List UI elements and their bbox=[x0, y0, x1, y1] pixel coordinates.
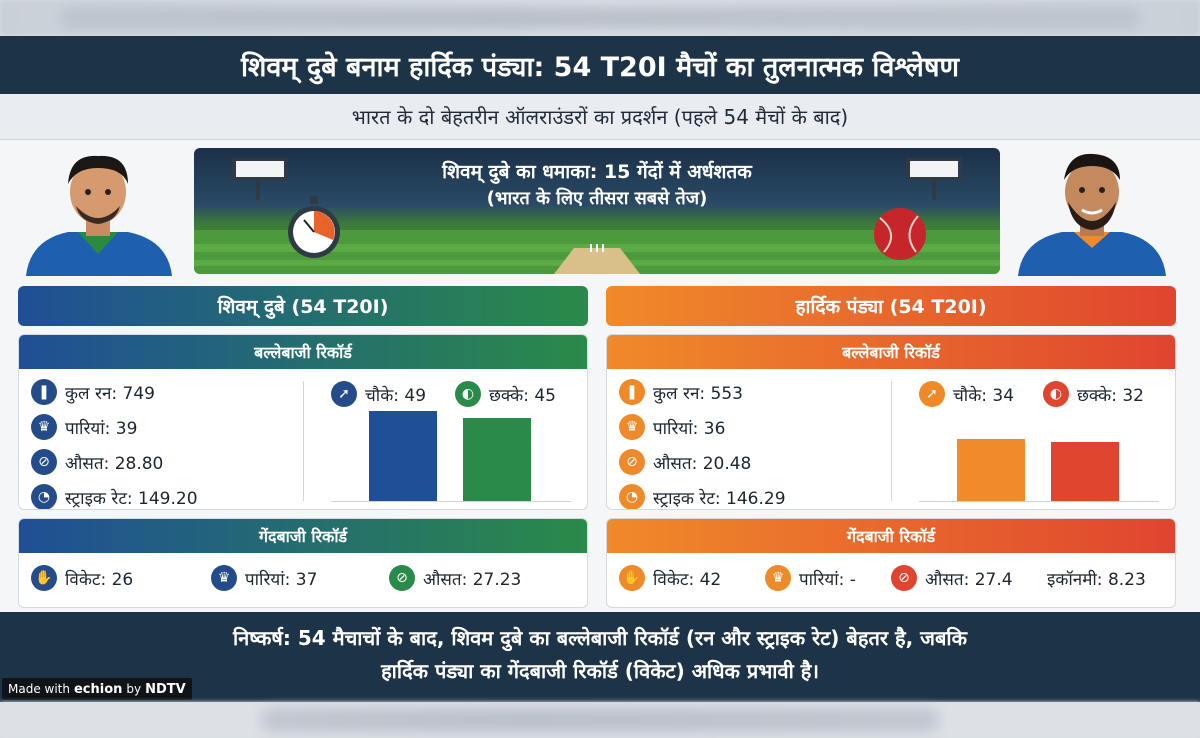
blurred-footer-strip bbox=[0, 702, 1200, 738]
dube-sixes-legend: ◐ छक्के: 45 bbox=[455, 379, 556, 409]
dube-strike-rate: ◔ स्ट्राइक रेट: 149.20 bbox=[31, 482, 198, 509]
pandya-strike-rate: ◔ स्ट्राइक रेट: 146.29 bbox=[619, 482, 786, 509]
dube-sixes-bar bbox=[463, 418, 531, 501]
conclusion: निष्कर्ष: 54 मैचाचों के बाद, शिवम दुबे क… bbox=[0, 612, 1200, 702]
page-subtitle: भारत के दो बेहतरीन ऑलराउंडरों का प्रदर्श… bbox=[0, 94, 1200, 140]
dube-average: ⊘ औसत: 28.80 bbox=[31, 447, 163, 477]
blurred-header-strip bbox=[0, 0, 1200, 36]
floodlight-left-icon bbox=[232, 158, 288, 200]
dube-bowling-record: गेंदबाजी रिकॉर्ड ✋ विकेट: 26 ♛ पारियां: … bbox=[18, 518, 588, 608]
dube-runs: ❚ कुल रन: 749 bbox=[31, 377, 155, 407]
pandya-batting-record: बल्लेबाजी रिकॉर्ड ❚ कुल रन: 553 ♛ पारिया… bbox=[606, 334, 1176, 510]
trophy-icon: ♛ bbox=[765, 565, 791, 591]
conclusion-line-2: हार्दिक पंड्या का गेंदबाजी रिकॉर्ड (विके… bbox=[381, 659, 819, 683]
pandya-innings: ♛ पारियां: 36 bbox=[619, 412, 725, 442]
stopwatch-icon bbox=[288, 196, 340, 258]
stumps-icon: ❚ bbox=[31, 379, 57, 405]
pandya-sixes-legend: ◐ छक्के: 32 bbox=[1043, 379, 1144, 409]
trophy-icon: ♛ bbox=[211, 565, 237, 591]
bat-icon: ◐ bbox=[455, 381, 481, 407]
pandya-bowling-label: गेंदबाजी रिकॉर्ड bbox=[607, 519, 1175, 553]
hand-icon: ✋ bbox=[619, 565, 645, 591]
stumps-icon: ❚ bbox=[619, 379, 645, 405]
cricket-ball-icon bbox=[874, 208, 926, 260]
pandya-sixes-bar bbox=[1051, 442, 1119, 501]
stadium-illustration bbox=[194, 158, 1000, 274]
ball-icon: ⊘ bbox=[891, 565, 917, 591]
page-title: शिवम् दुबे बनाम हार्दिक पंड्या: 54 T20I … bbox=[0, 36, 1200, 94]
dube-batting-label: बल्लेबाजी रिकॉर्ड bbox=[19, 335, 587, 369]
pandya-runs: ❚ कुल रन: 553 bbox=[619, 377, 743, 407]
dube-fours-legend: ➚ चौके: 49 bbox=[331, 379, 426, 409]
target-icon: ⊘ bbox=[31, 449, 57, 475]
arrow-icon: ➚ bbox=[331, 381, 357, 407]
pandya-economy: इकॉनमी: 8.23 bbox=[1047, 569, 1146, 590]
pandya-batting-label: बल्लेबाजी रिकॉर्ड bbox=[607, 335, 1175, 369]
banner-title: शिवम् दुबे का धमाका: 15 गेंदों में अर्धश… bbox=[442, 161, 752, 183]
conclusion-line-1: निष्कर्ष: 54 मैचाचों के बाद, शिवम दुबे क… bbox=[233, 626, 967, 650]
pandya-average: ⊘ औसत: 20.48 bbox=[619, 447, 751, 477]
pandya-bowling-record: गेंदबाजी रिकॉर्ड ✋ विकेट: 42 ♛ पारियां: … bbox=[606, 518, 1176, 608]
bat-icon: ◐ bbox=[1043, 381, 1069, 407]
speedometer-icon: ◔ bbox=[31, 484, 57, 509]
highlight-banner: शिवम् दुबे का धमाका: 15 गेंदों में अर्धश… bbox=[194, 148, 1000, 274]
pandya-bowl-average: ⊘ औसत: 27.4 bbox=[891, 561, 1013, 595]
dube-heading: शिवम् दुबे (54 T20I) bbox=[18, 286, 588, 326]
pandya-heading: हार्दिक पंड्या (54 T20I) bbox=[606, 286, 1176, 326]
ndtv-logo: NDTV bbox=[145, 681, 186, 697]
target-icon: ⊘ bbox=[619, 449, 645, 475]
arrow-icon: ➚ bbox=[919, 381, 945, 407]
dube-wickets: ✋ विकेट: 26 bbox=[31, 561, 133, 595]
shivam-dube-portrait bbox=[26, 155, 172, 276]
ball-icon: ⊘ bbox=[389, 565, 415, 591]
dube-bowl-innings: ♛ पारियां: 37 bbox=[211, 561, 317, 595]
echion-logo: echion bbox=[73, 681, 123, 697]
trophy-icon: ♛ bbox=[31, 414, 57, 440]
dube-batting-record: बल्लेबाजी रिकॉर्ड ❚ कुल रन: 749 ♛ पारिया… bbox=[18, 334, 588, 510]
pandya-wickets: ✋ विकेट: 42 bbox=[619, 561, 721, 595]
pandya-bowl-innings: ♛ पारियां: - bbox=[765, 561, 856, 595]
dube-innings: ♛ पारियां: 39 bbox=[31, 412, 137, 442]
banner-subtitle: (भारत के लिए तीसरा सबसे तेज) bbox=[486, 188, 708, 209]
pandya-fours-bar bbox=[957, 439, 1025, 501]
hand-icon: ✋ bbox=[31, 565, 57, 591]
credit-badge: Made with echion by NDTV bbox=[2, 678, 192, 700]
floodlight-right-icon bbox=[906, 158, 962, 200]
hardik-pandya-portrait bbox=[1018, 153, 1166, 276]
dube-bowling-label: गेंदबाजी रिकॉर्ड bbox=[19, 519, 587, 553]
dube-bowl-average: ⊘ औसत: 27.23 bbox=[389, 561, 521, 595]
speedometer-icon: ◔ bbox=[619, 484, 645, 509]
pandya-fours-legend: ➚ चौके: 34 bbox=[919, 379, 1014, 409]
infographic-card: शिवम् दुबे बनाम हार्दिक पंड्या: 54 T20I … bbox=[0, 36, 1200, 702]
dube-fours-bar bbox=[369, 411, 437, 501]
trophy-icon: ♛ bbox=[619, 414, 645, 440]
